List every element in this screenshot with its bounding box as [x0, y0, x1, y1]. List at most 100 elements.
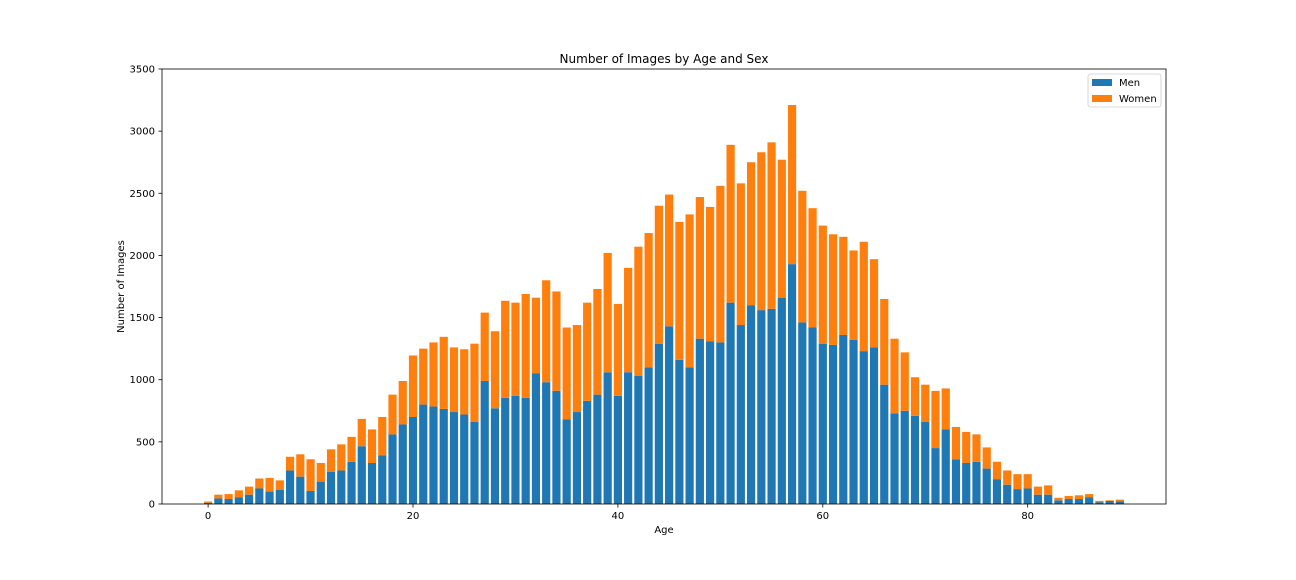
bar-women-58	[798, 190, 807, 323]
bar-women-77	[992, 461, 1002, 480]
bar-women-38	[593, 288, 602, 395]
bar-men-45	[665, 326, 674, 504]
bar-women-51	[726, 144, 735, 303]
bar-men-4	[244, 494, 254, 504]
bars-layer	[204, 105, 1124, 504]
bar-men-38	[593, 394, 602, 504]
bar-women-24	[449, 347, 459, 413]
bar-women-88	[1105, 500, 1114, 501]
bar-women-29	[501, 300, 510, 398]
bar-men-41	[624, 372, 633, 504]
bar-men-34	[552, 390, 561, 504]
bar-men-87	[1095, 502, 1104, 504]
bar-men-84	[1064, 499, 1073, 504]
bar-men-6	[265, 491, 274, 504]
bar-women-18	[388, 394, 397, 435]
bar-men-47	[685, 367, 694, 504]
bar-women-19	[398, 380, 407, 425]
bar-women-62	[839, 236, 848, 335]
bar-women-22	[429, 342, 438, 407]
y-tick-label: 0	[149, 500, 155, 511]
y-tick-label: 1000	[130, 375, 155, 386]
bar-men-10	[306, 490, 315, 504]
bar-men-73	[951, 459, 961, 504]
bar-men-12	[326, 471, 336, 504]
bar-women-64	[859, 241, 868, 352]
bar-men-59	[808, 327, 817, 504]
bar-women-7	[275, 480, 284, 490]
bar-men-88	[1105, 500, 1114, 504]
bar-men-40	[613, 395, 622, 504]
bar-women-79	[1013, 474, 1022, 490]
bar-women-80	[1023, 474, 1032, 489]
bar-women-10	[306, 459, 315, 491]
bar-women-34	[552, 291, 561, 391]
plot-frame	[161, 68, 1167, 505]
x-tick-label: 80	[1021, 511, 1034, 522]
bar-men-9	[296, 476, 305, 504]
bar-women-30	[511, 302, 520, 396]
bar-women-55	[767, 142, 776, 309]
bar-women-23	[439, 336, 448, 409]
bar-men-32	[531, 373, 541, 504]
bar-women-16	[367, 429, 377, 463]
bar-women-43	[644, 233, 653, 368]
bar-men-89	[1115, 501, 1124, 504]
bar-women-70	[921, 384, 930, 422]
y-tick-label: 2000	[130, 251, 155, 262]
y-tick-label: 3500	[130, 65, 155, 76]
bar-men-35	[562, 419, 571, 504]
bar-men-62	[839, 334, 848, 504]
bar-women-17	[378, 417, 387, 456]
bar-men-3	[234, 497, 243, 504]
bar-women-84	[1064, 495, 1073, 500]
bar-women-67	[890, 338, 899, 414]
y-tick-label: 1500	[130, 313, 155, 324]
bar-women-56	[777, 159, 786, 298]
bar-men-48	[695, 338, 704, 504]
bar-men-29	[501, 397, 510, 504]
bar-men-21	[419, 404, 428, 504]
bar-men-16	[367, 462, 377, 504]
bar-men-76	[982, 468, 991, 504]
bar-women-81	[1033, 486, 1043, 495]
y-tick-label: 500	[136, 437, 155, 448]
bar-women-68	[900, 352, 909, 411]
bar-women-1	[214, 494, 223, 499]
bar-men-51	[726, 302, 735, 504]
bar-women-78	[1003, 470, 1012, 485]
bar-men-24	[449, 412, 459, 504]
bar-men-7	[275, 489, 284, 504]
y-tick-label: 3000	[130, 127, 155, 138]
bar-women-36	[572, 325, 582, 413]
bar-men-30	[511, 395, 520, 504]
bar-women-32	[531, 297, 541, 374]
bar-men-72	[941, 429, 950, 504]
legend-label-women: Women	[1119, 94, 1157, 105]
bar-men-68	[900, 410, 909, 504]
bar-women-25	[460, 349, 469, 415]
y-axis: 0 500 1000 1500 2000 2500 3000 3500	[130, 65, 162, 511]
bar-men-2	[224, 499, 233, 504]
bar-men-80	[1023, 488, 1032, 504]
bar-men-85	[1074, 499, 1084, 504]
bar-men-56	[777, 297, 786, 504]
bar-men-26	[470, 421, 479, 504]
x-tick-label: 60	[816, 511, 829, 522]
legend-swatch-women	[1092, 95, 1112, 102]
bar-men-5	[255, 488, 264, 504]
bar-women-89	[1115, 499, 1124, 502]
bar-women-37	[583, 302, 592, 401]
bar-men-67	[890, 413, 899, 504]
bar-women-48	[695, 197, 704, 339]
bar-women-66	[880, 298, 889, 385]
bar-women-4	[244, 486, 254, 495]
bar-men-60	[818, 343, 827, 504]
bar-men-61	[828, 344, 838, 504]
bar-women-72	[941, 388, 950, 430]
bar-women-53	[746, 162, 756, 306]
bar-men-33	[542, 382, 551, 504]
bar-women-26	[470, 343, 479, 422]
